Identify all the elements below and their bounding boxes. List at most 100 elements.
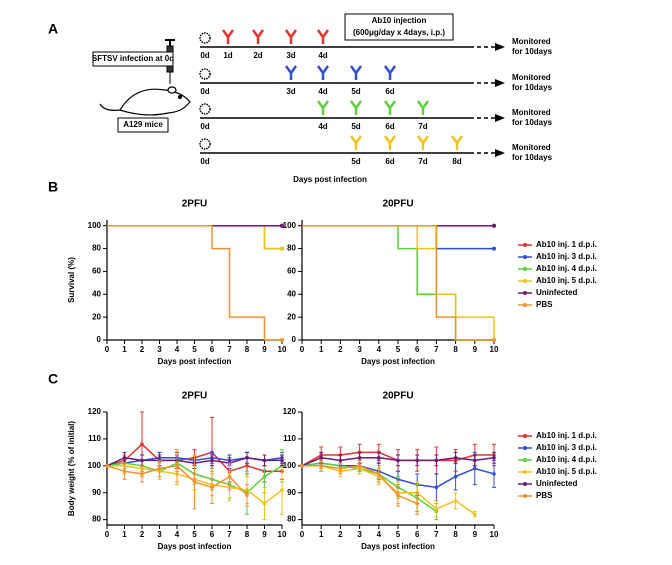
monitor-label: for 10days [512, 118, 553, 127]
y-tick-label: 100 [88, 461, 102, 470]
y-tick-label: 90 [287, 488, 296, 497]
x-tick-label: 0 [105, 530, 110, 539]
day-label: 5d [351, 122, 360, 131]
arrow-head [495, 79, 505, 87]
legend-label: Ab10 inj. 5 d.p.i. [536, 276, 597, 285]
x-tick-label: 6 [415, 530, 420, 539]
y-tick-label: 80 [287, 515, 296, 524]
chart-title: 20PFU [382, 199, 413, 210]
x-tick-label: 0 [300, 530, 305, 539]
legend-label: PBS [536, 300, 553, 309]
y-tick-label: 20 [287, 312, 296, 321]
x-tick-label: 3 [357, 345, 362, 354]
x-tick-label: 5 [192, 345, 197, 354]
day-label: 1d [223, 51, 232, 60]
legend-swatch [523, 303, 527, 307]
x-tick-label: 9 [473, 530, 478, 539]
x-tick-label: 6 [210, 530, 215, 539]
legend-label: PBS [536, 491, 553, 500]
legend-label: Ab10 inj. 5 d.p.i. [536, 467, 597, 476]
legend-label: Ab10 inj. 1 d.p.i. [536, 431, 597, 440]
x-tick-label: 5 [192, 530, 197, 539]
x-tick-label: 2 [338, 530, 343, 539]
monitor-label: Monitored [512, 73, 551, 82]
y-tick-label: 60 [287, 267, 296, 276]
legend-label: Ab10 inj. 4 d.p.i. [536, 455, 597, 464]
legend-label: Ab10 inj. 3 d.p.i. [536, 443, 597, 452]
y-tick-label: 110 [88, 434, 101, 443]
antibody-icon [251, 29, 265, 44]
arrow-head [495, 43, 505, 51]
x-tick-label: 4 [377, 345, 382, 354]
weight-line [302, 465, 418, 505]
y-tick-label: 80 [92, 515, 101, 524]
antibody-icon [349, 65, 363, 80]
x-axis-label: Days post infection [158, 542, 232, 551]
legend-swatch [523, 255, 527, 259]
y-tick-label: 80 [92, 244, 101, 253]
antibody-icon [416, 100, 430, 115]
panel-label: A [48, 21, 58, 37]
x-tick-label: 6 [415, 345, 420, 354]
legend-swatch [523, 279, 527, 283]
label-box [92, 51, 174, 67]
monitor-label: for 10days [512, 153, 553, 162]
survival-line [107, 224, 282, 341]
day-label: 6d [385, 87, 394, 96]
day-label: 7d [418, 122, 427, 131]
legend-swatch [523, 470, 527, 474]
chart-title: 20PFU [382, 391, 413, 402]
x-tick-label: 9 [473, 345, 478, 354]
x-tick-label: 10 [278, 530, 287, 539]
day-label: 7d [418, 157, 427, 166]
x-tick-label: 0 [300, 345, 305, 354]
day-label: 4d [318, 87, 327, 96]
survival-line [302, 224, 494, 341]
x-tick-label: 5 [396, 345, 401, 354]
x-tick-label: 7 [227, 345, 232, 354]
panel-label: C [48, 371, 58, 387]
x-tick-label: 8 [453, 345, 458, 354]
end-point [280, 246, 284, 251]
label-box [117, 117, 169, 133]
x-tick-label: 8 [245, 530, 250, 539]
x-tick-label: 1 [319, 530, 324, 539]
x-tick-label: 4 [175, 345, 180, 354]
arrow-head [495, 149, 505, 157]
legend-label: Uninfected [536, 479, 577, 488]
x-tick-label: 7 [434, 345, 439, 354]
x-tick-label: 7 [227, 530, 232, 539]
y-tick-label: 110 [283, 434, 296, 443]
infection-label: SFTSV infection at 0d [92, 54, 174, 63]
mouse-label: A129 mice [123, 120, 163, 129]
legend-label: Ab10 inj. 3 d.p.i. [536, 252, 597, 261]
x-tick-label: 2 [140, 345, 145, 354]
x-tick-label: 10 [490, 345, 499, 354]
legend-swatch [523, 243, 527, 247]
survival-line [302, 224, 494, 341]
y-tick-label: 100 [283, 461, 297, 470]
antibody-icon [349, 100, 363, 115]
antibody-icon [316, 100, 330, 115]
panel-label: B [48, 179, 58, 195]
legend-swatch [523, 291, 527, 295]
end-point [280, 338, 284, 342]
x-tick-label: 4 [175, 530, 180, 539]
monitor-label: for 10days [512, 83, 553, 92]
end-point [280, 223, 284, 228]
legend-label: Ab10 inj. 4 d.p.i. [536, 264, 597, 273]
legend-label: Uninfected [536, 288, 577, 297]
antibody-icon [416, 135, 430, 150]
x-tick-label: 9 [262, 345, 267, 354]
y-tick-label: 40 [92, 289, 101, 298]
weight-line [301, 462, 437, 513]
survival-line [107, 224, 282, 250]
day-label: 5d [351, 87, 360, 96]
day-label: 4d [318, 51, 327, 60]
x-tick-label: 1 [122, 345, 127, 354]
y-tick-label: 120 [88, 407, 102, 416]
y-axis-label: Body weight (% of initial) [67, 421, 76, 516]
